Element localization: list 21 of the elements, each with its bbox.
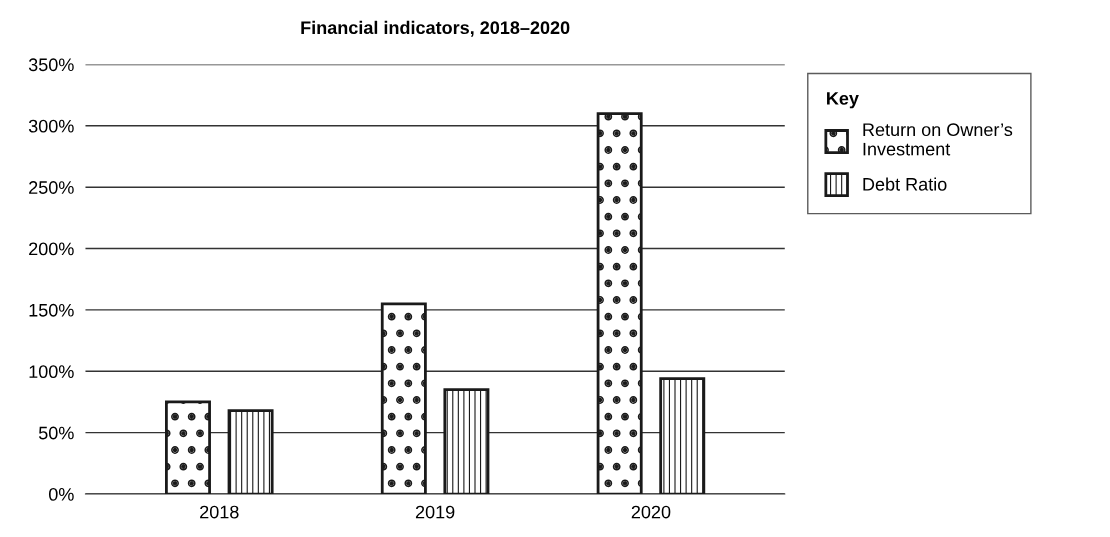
y-tick-label: 350% <box>28 58 74 72</box>
bar <box>596 112 643 495</box>
y-tick-label: 150% <box>29 303 74 317</box>
bar <box>380 302 427 495</box>
bar <box>165 400 211 495</box>
chart-title: Financial indicators, 2018–2020 <box>301 20 570 37</box>
legend-label: Debt Ratio <box>863 177 947 191</box>
y-tick-label: 50% <box>38 426 74 440</box>
bar <box>227 409 274 495</box>
bar <box>659 377 706 495</box>
y-tick-label: 0% <box>48 487 74 501</box>
legend-title: Key <box>827 92 859 109</box>
y-tick-label: 200% <box>29 242 74 256</box>
y-tick-label: 100% <box>29 365 74 379</box>
x-tick-label: 2019 <box>415 505 455 519</box>
x-tick-label: 2018 <box>200 505 239 519</box>
bar <box>443 388 490 495</box>
y-tick-label: 300% <box>28 119 74 133</box>
y-tick-label: 250% <box>29 181 74 194</box>
legend-label: Return on Owner’s Investment <box>863 123 1013 156</box>
x-tick-label: 2020 <box>631 505 671 519</box>
